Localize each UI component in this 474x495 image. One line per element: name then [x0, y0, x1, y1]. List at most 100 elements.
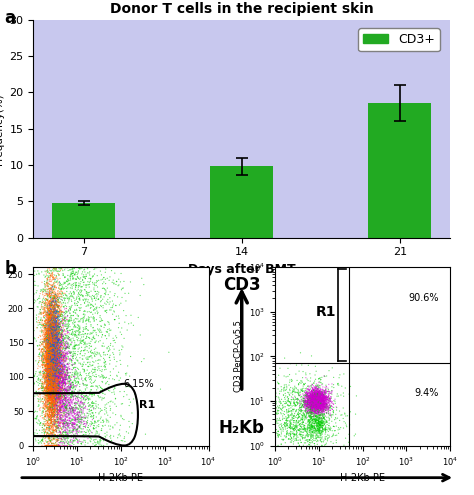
- Point: [44, 373, 52, 381]
- Point: [52, 383, 60, 391]
- Point: [53, 388, 61, 396]
- Point: [63, 380, 71, 388]
- Point: [54, 354, 61, 362]
- Point: [44, 363, 52, 371]
- Point: [312, 435, 319, 443]
- Point: [52, 330, 59, 338]
- Point: [54, 372, 61, 380]
- Point: [47, 353, 55, 361]
- Point: [317, 397, 324, 405]
- Point: [105, 375, 113, 383]
- Point: [49, 323, 56, 331]
- Point: [44, 330, 51, 338]
- Point: [45, 316, 52, 324]
- Point: [56, 346, 64, 353]
- Point: [314, 397, 321, 405]
- Point: [48, 332, 56, 340]
- Point: [313, 394, 320, 401]
- Point: [77, 440, 85, 447]
- Point: [50, 353, 57, 361]
- Point: [55, 368, 63, 376]
- Point: [61, 376, 69, 384]
- Point: [46, 326, 54, 334]
- Point: [33, 314, 40, 322]
- Point: [50, 324, 57, 332]
- Point: [61, 376, 69, 384]
- Point: [51, 345, 58, 352]
- Point: [46, 416, 54, 424]
- Point: [48, 380, 55, 388]
- Point: [46, 361, 54, 369]
- Point: [310, 383, 318, 391]
- Point: [51, 352, 59, 360]
- Point: [46, 345, 54, 353]
- Point: [44, 399, 51, 407]
- Point: [58, 417, 65, 425]
- Point: [54, 351, 61, 359]
- Point: [47, 367, 55, 375]
- Point: [328, 443, 335, 451]
- Point: [73, 421, 81, 429]
- Point: [277, 397, 284, 405]
- Point: [58, 391, 66, 398]
- Point: [53, 388, 60, 396]
- Point: [308, 401, 315, 409]
- Point: [57, 333, 64, 341]
- Point: [66, 327, 74, 335]
- Point: [50, 325, 58, 333]
- Point: [46, 368, 54, 376]
- Point: [304, 391, 311, 399]
- Point: [308, 408, 315, 416]
- Point: [270, 423, 278, 431]
- Point: [56, 388, 64, 396]
- Point: [306, 405, 314, 413]
- Point: [313, 404, 321, 412]
- Point: [54, 351, 61, 359]
- Point: [46, 347, 54, 355]
- Point: [46, 326, 53, 334]
- Point: [50, 319, 57, 327]
- Point: [56, 350, 64, 358]
- Point: [46, 364, 54, 372]
- Point: [48, 297, 56, 304]
- Point: [302, 398, 310, 406]
- Point: [102, 300, 110, 308]
- Point: [60, 335, 68, 343]
- Point: [63, 420, 70, 428]
- Point: [63, 334, 71, 342]
- Point: [314, 388, 321, 396]
- Point: [35, 396, 43, 403]
- Point: [85, 406, 93, 414]
- Point: [312, 393, 319, 400]
- Point: [44, 318, 52, 326]
- Point: [56, 354, 64, 362]
- Point: [48, 381, 56, 389]
- Point: [64, 441, 72, 448]
- Point: [51, 412, 58, 420]
- Point: [40, 314, 48, 322]
- Point: [321, 430, 329, 438]
- Point: [85, 353, 93, 361]
- Point: [321, 405, 328, 413]
- Point: [9, 430, 17, 438]
- Point: [35, 437, 42, 445]
- Point: [45, 367, 53, 375]
- Point: [291, 400, 299, 408]
- Point: [49, 427, 57, 435]
- Point: [60, 327, 67, 335]
- Point: [303, 390, 311, 398]
- Point: [53, 295, 60, 302]
- Point: [49, 336, 56, 344]
- Point: [52, 306, 59, 314]
- Point: [307, 415, 314, 423]
- Point: [289, 426, 297, 434]
- Point: [53, 345, 60, 352]
- Point: [51, 393, 58, 400]
- Point: [91, 352, 99, 360]
- Point: [55, 284, 63, 292]
- Point: [275, 422, 283, 430]
- Point: [63, 407, 70, 415]
- Point: [52, 384, 60, 392]
- Point: [45, 367, 52, 375]
- Point: [319, 391, 326, 399]
